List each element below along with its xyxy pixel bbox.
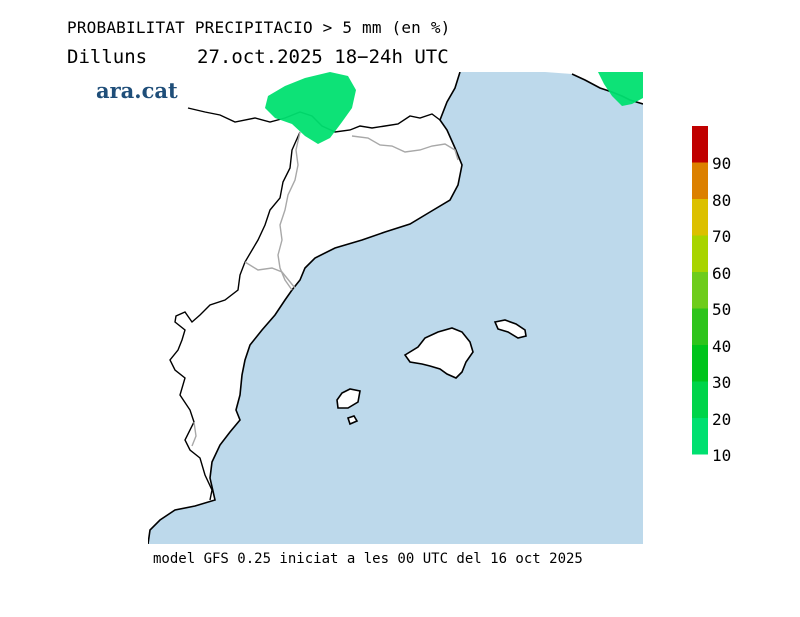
- forecast-datetime: 27.oct.2025 18−24h UTC: [197, 46, 449, 68]
- land-area: [148, 72, 462, 544]
- regional-border-south: [244, 261, 296, 289]
- island-menorca: [493, 319, 527, 339]
- island-mallorca: [403, 327, 474, 379]
- region-west-edge: [169, 131, 301, 501]
- legend-label-50: 50: [712, 300, 732, 319]
- island-formentera: [346, 415, 359, 426]
- legend-swatch-20: [692, 381, 708, 418]
- legend-label-90: 90: [712, 154, 732, 173]
- legend-swatch-50: [692, 272, 708, 309]
- forecast-day: Dilluns: [67, 46, 148, 68]
- legend-swatch-40: [692, 308, 708, 345]
- legend-label-70: 70: [712, 227, 732, 246]
- legend-label-60: 60: [712, 264, 732, 283]
- ara-cat-logo: ara.cat: [96, 78, 178, 103]
- precipitation-area-northeast: [598, 72, 643, 106]
- regional-border-north: [351, 135, 459, 161]
- coastline: [148, 72, 463, 544]
- legend-swatch-10: [692, 418, 708, 455]
- legend-swatch-60: [692, 235, 708, 272]
- model-run-info: model GFS 0.25 iniciat a les 00 UTC del …: [153, 551, 583, 567]
- legend-swatch-90: [692, 126, 708, 163]
- legend-swatch-80: [692, 162, 708, 199]
- regional-border-southwest: [191, 421, 197, 447]
- legend-swatch-30: [692, 345, 708, 382]
- island-eivissa: [336, 388, 361, 409]
- legend-label-40: 40: [712, 337, 732, 356]
- legend-label-20: 20: [712, 410, 732, 429]
- legend-label-30: 30: [712, 373, 732, 392]
- legend-swatch-70: [692, 199, 708, 236]
- legend-label-10: 10: [712, 446, 732, 465]
- precipitation-map: [148, 72, 643, 544]
- map-title: PROBABILITAT PRECIPITACIO > 5 mm (en %): [67, 18, 451, 37]
- precipitation-area-pyrenees: [265, 72, 356, 144]
- legend-label-80: 80: [712, 191, 732, 210]
- regional-border: [277, 131, 301, 291]
- probability-legend: [692, 126, 708, 455]
